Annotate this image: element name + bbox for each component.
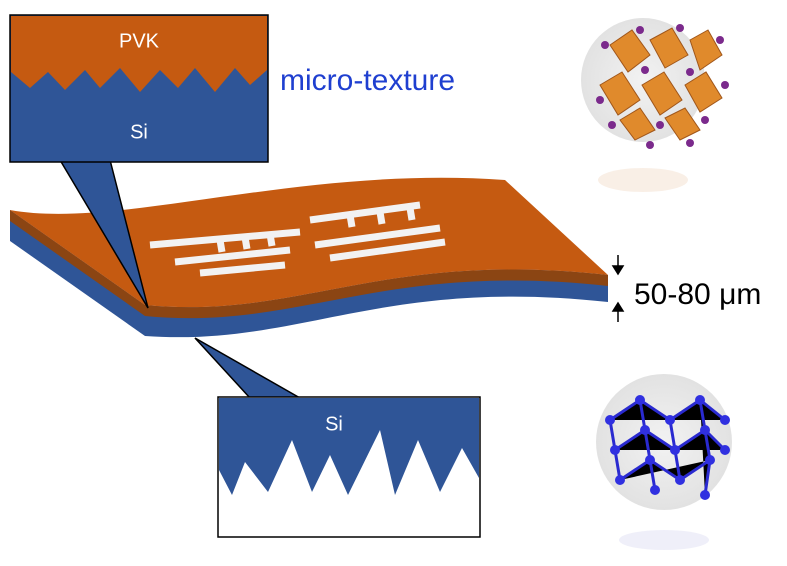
- pvk-label: PVK: [119, 30, 160, 52]
- thickness-label: 50-80 μm: [634, 278, 761, 311]
- circuit-pattern: [149, 201, 446, 277]
- top-inset: PVK Si: [9, 14, 269, 163]
- callout-tail: [194, 337, 303, 399]
- si-label: Si: [325, 413, 343, 435]
- thickness-arrows: [611, 255, 625, 322]
- silicon-lattice: [596, 374, 732, 550]
- si-label: Si: [130, 121, 148, 143]
- annotation: micro-texture: [280, 64, 455, 97]
- perovskite-structure: [581, 18, 729, 192]
- bottom-inset: Si: [217, 396, 481, 538]
- wafer-sheet: [10, 177, 608, 338]
